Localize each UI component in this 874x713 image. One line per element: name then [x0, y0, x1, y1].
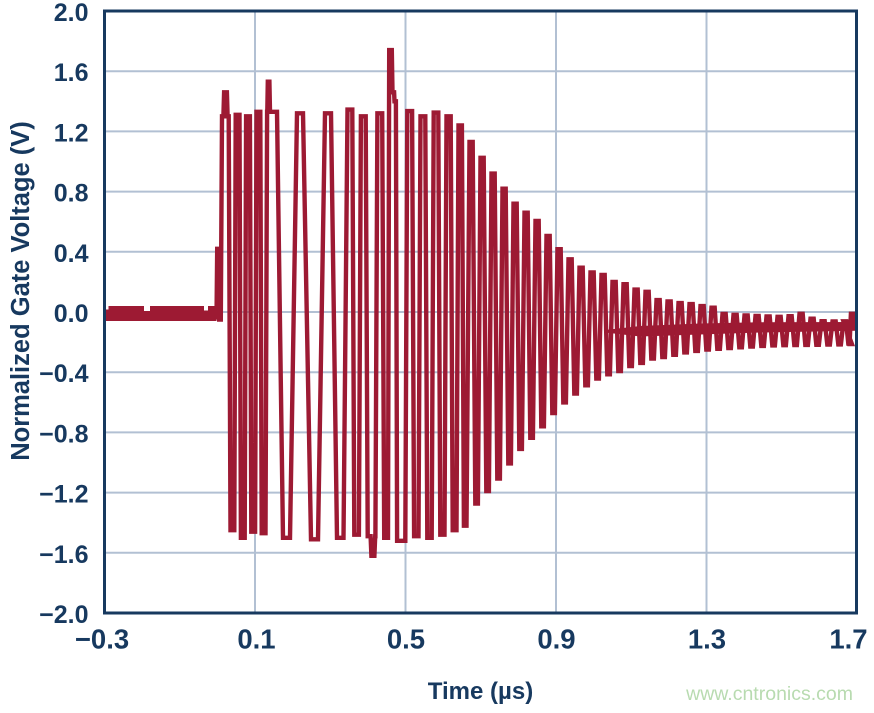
- svg-text:−1.6: −1.6: [39, 541, 88, 569]
- svg-text:2.0: 2.0: [54, 0, 89, 27]
- svg-text:−1.2: −1.2: [39, 481, 88, 509]
- svg-text:Time (µs): Time (µs): [428, 678, 533, 705]
- svg-text:−2.0: −2.0: [39, 601, 88, 629]
- svg-text:0.4: 0.4: [54, 240, 89, 268]
- svg-text:0.5: 0.5: [387, 624, 425, 655]
- svg-text:0.1: 0.1: [237, 624, 275, 655]
- svg-text:0.9: 0.9: [537, 624, 575, 655]
- svg-text:−0.3: −0.3: [75, 624, 129, 655]
- svg-text:1.6: 1.6: [54, 59, 89, 87]
- svg-text:1.2: 1.2: [54, 119, 89, 147]
- svg-text:−0.8: −0.8: [39, 420, 88, 448]
- svg-text:Normalized Gate Voltage (V): Normalized Gate Voltage (V): [7, 121, 35, 461]
- svg-text:0.0: 0.0: [54, 300, 89, 328]
- svg-text:−0.4: −0.4: [39, 360, 88, 388]
- svg-text:1.7: 1.7: [829, 624, 867, 655]
- svg-text:1.3: 1.3: [688, 624, 726, 655]
- svg-text:0.8: 0.8: [54, 180, 89, 208]
- svg-text:www.cntronics.com: www.cntronics.com: [685, 683, 853, 705]
